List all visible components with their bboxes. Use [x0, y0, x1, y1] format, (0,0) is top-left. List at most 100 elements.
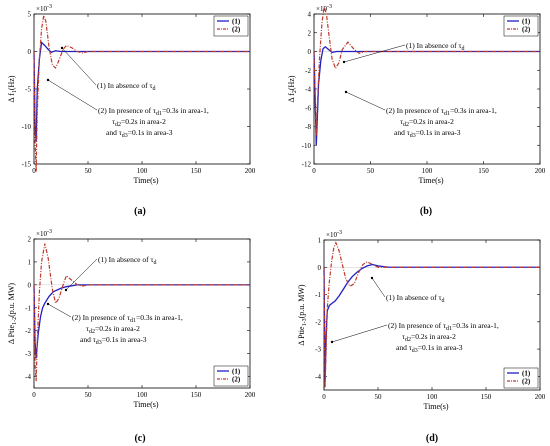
annotation-absence: (1) In absence of τd — [386, 293, 445, 304]
annotation-arrow-absence — [343, 44, 406, 63]
annotation-arrow-absence — [65, 258, 98, 291]
y-tick-label: -4 — [315, 373, 321, 381]
x-tick-label: 150 — [191, 391, 202, 399]
y-tick-label: -3 — [25, 350, 31, 358]
legend-label-2: (2) — [522, 378, 531, 386]
y-tick-label: 1 — [28, 258, 32, 266]
y-axis-label: Δ f1(Hz) — [7, 75, 18, 102]
x-tick-label: 200 — [535, 167, 546, 175]
annotation-presence-line-2: τd2=0.2s in area-2 — [86, 324, 140, 335]
y-axis-label: Δ f2(Hz) — [287, 75, 298, 102]
x-tick-label: 50 — [85, 391, 93, 399]
y-tick-label: 1 — [318, 237, 322, 245]
annotation-presence-line-1: (2) In presence of τd1=0.3s in area-1, — [386, 106, 497, 117]
y-axis-label: Δ Ptie1-2(p.u. MW) — [7, 283, 18, 344]
y-exponent-label: ×10-3 — [36, 4, 52, 13]
y-tick-label: 0 — [318, 264, 322, 272]
y-tick-label: -4 — [305, 86, 311, 94]
annotation-presence-line-1: (2) In presence of τd1=0.3s in area-1, — [98, 106, 209, 117]
y-tick-label: -3 — [315, 346, 321, 354]
legend: (1)(2) — [213, 15, 249, 37]
legend: (1)(2) — [503, 15, 539, 37]
annotation-presence-line-1: (2) In presence of τd1=0.3s in area-1, — [388, 321, 499, 332]
y-tick-label: -4 — [25, 373, 31, 381]
y-tick-label: -10 — [22, 123, 32, 131]
annotation-arrowhead-absence — [64, 288, 68, 292]
y-tick-label: -8 — [305, 123, 311, 131]
legend-label-2: (2) — [522, 26, 531, 34]
plot-frame — [323, 239, 541, 391]
x-tick-label: 150 — [191, 167, 202, 175]
annotation-presence-line-2: τd2=0.2s in area-2 — [402, 332, 456, 343]
legend-label-1: (1) — [232, 368, 241, 376]
annotation-arrow-absence — [61, 47, 97, 86]
x-tick-label: 50 — [367, 167, 375, 175]
panel-caption: (b) — [420, 206, 432, 217]
y-tick-label: 4 — [308, 11, 312, 19]
legend-label-2: (2) — [232, 26, 241, 34]
y-tick-label: -5 — [25, 86, 31, 94]
y-tick-label: 0 — [28, 48, 32, 56]
x-tick-label: 0 — [32, 391, 36, 399]
y-tick-label: -1 — [25, 304, 31, 312]
annotation-arrowhead-presence — [330, 340, 334, 344]
x-axis-label: Time(s) — [418, 176, 443, 185]
x-tick-label: 0 — [312, 167, 316, 175]
x-tick-label: 0 — [322, 393, 326, 401]
x-tick-label: 150 — [481, 393, 492, 401]
annotation-arrowhead-presence — [46, 78, 50, 82]
series-line-2 — [33, 243, 250, 382]
annotation-presence-line-3: and τd3=0.1s in area-3 — [396, 343, 463, 354]
panel-caption: (a) — [134, 206, 146, 217]
plot-frame — [313, 13, 541, 165]
x-tick-label: 150 — [478, 167, 489, 175]
annotation-presence-line-3: and τd3=0.1s in area-3 — [106, 128, 173, 139]
series-line-2 — [323, 241, 540, 388]
panel-caption: (d) — [426, 433, 438, 444]
legend-box — [213, 365, 249, 387]
annotation-absence: (1) In absence of τd — [98, 255, 157, 266]
y-tick-label: 2 — [28, 236, 32, 244]
x-axis-label: Time(s) — [133, 400, 158, 409]
annotation-absence: (1) In absence of τd — [97, 81, 156, 92]
annotation-arrowhead-absence — [370, 276, 374, 280]
x-axis-label: Time(s) — [133, 176, 158, 185]
annotation-arrow-absence — [371, 277, 386, 298]
x-tick-label: 0 — [32, 167, 36, 175]
y-tick-label: -10 — [302, 142, 312, 150]
series-line-2 — [313, 6, 540, 136]
legend-label-1: (1) — [232, 18, 241, 26]
chart-panel-b: 0 50 100 150 200 Time(s) -12 -10 -8 -6 -4 -2 0 2 4 ×10-… — [287, 4, 546, 217]
annotation-presence-line-3: and τd3=0.1s in area-3 — [80, 335, 147, 346]
annotation-arrow-presence — [47, 79, 98, 111]
y-exponent-label: ×10-3 — [316, 4, 332, 13]
legend-label-1: (1) — [522, 370, 531, 378]
x-tick-label: 100 — [137, 167, 148, 175]
y-tick-label: -1 — [315, 291, 321, 299]
annotation-presence-line-1: (2) In presence of τd1=0.3s in area-1, — [72, 313, 183, 324]
y-tick-label: -2 — [305, 67, 311, 75]
legend-label-2: (2) — [232, 376, 241, 384]
series-line-1 — [33, 41, 250, 142]
y-tick-label: 0 — [308, 48, 312, 56]
panel-caption: (c) — [134, 433, 145, 444]
y-tick-label: -6 — [305, 104, 311, 112]
annotation-arrow-presence — [345, 91, 386, 111]
y-tick-label: 5 — [28, 11, 32, 19]
annotation-absence: (1) In absence of τd — [406, 41, 465, 52]
legend: (1)(2) — [213, 365, 249, 387]
legend-label-1: (1) — [522, 18, 531, 26]
legend-box — [503, 367, 539, 389]
annotation-presence-line-3: and τd3=0.1s in area-3 — [394, 128, 461, 139]
annotation-arrow-presence — [47, 303, 72, 318]
x-tick-label: 50 — [375, 393, 383, 401]
x-tick-label: 200 — [245, 167, 256, 175]
x-tick-label: 50 — [85, 167, 93, 175]
x-axis-label: Time(s) — [423, 402, 448, 411]
chart-panel-c: 0 50 100 150 200 Time(s) -4 -3 -2 -1 0 1 2 ×10-3 Δ Pti… — [7, 229, 256, 444]
annotation-presence-line-2: τd2=0.2s in area-2 — [112, 117, 166, 128]
x-tick-label: 100 — [427, 393, 438, 401]
annotation-arrowhead-absence — [60, 46, 64, 50]
y-axis-label: Δ Ptie1-3(p.u. MW) — [297, 284, 308, 345]
